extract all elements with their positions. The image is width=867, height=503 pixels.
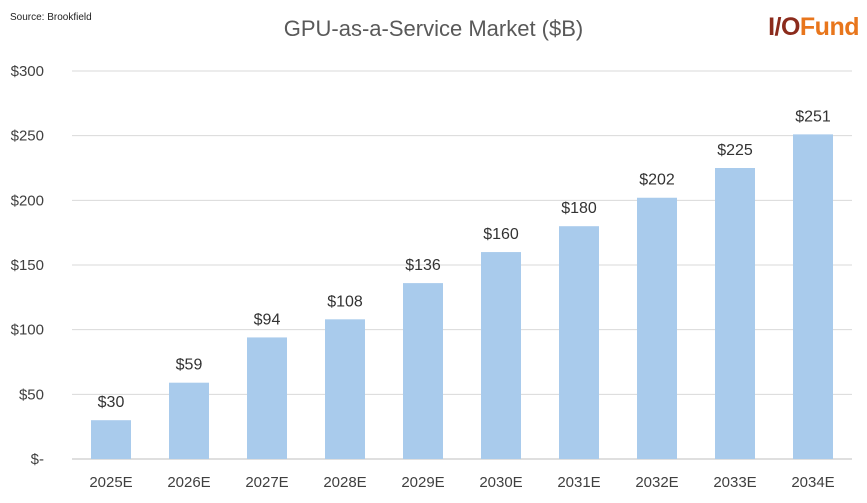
y-tick-label: $50 — [19, 386, 44, 403]
data-label: $160 — [483, 226, 519, 243]
bar — [91, 420, 131, 459]
bar — [793, 134, 833, 459]
x-tick-label: 2034E — [791, 474, 834, 491]
data-label: $202 — [639, 172, 675, 189]
data-label: $94 — [254, 311, 281, 328]
x-tick-label: 2030E — [479, 474, 522, 491]
logo-part-io: I/O — [768, 13, 800, 41]
x-tick-label: 2026E — [167, 474, 210, 491]
bar — [559, 226, 599, 459]
chart-title: GPU-as-a-Service Market ($B) — [283, 16, 584, 41]
bar — [325, 319, 365, 459]
y-tick-label: $- — [31, 451, 44, 468]
logo-part-fund: Fund — [799, 13, 860, 41]
data-label: $180 — [561, 200, 597, 217]
y-tick-label: $150 — [11, 257, 44, 274]
y-tick-label: $100 — [11, 322, 44, 339]
data-label: $59 — [176, 357, 203, 374]
x-tick-label: 2029E — [401, 474, 444, 491]
bar — [247, 337, 287, 459]
y-tick-label: $200 — [11, 192, 44, 209]
y-tick-label: $250 — [11, 128, 44, 145]
x-tick-label: 2032E — [635, 474, 678, 491]
y-tick-label: $300 — [11, 63, 44, 80]
data-label: $108 — [327, 293, 363, 310]
bar — [715, 168, 755, 459]
io-fund-logo: I/OFund — [768, 13, 859, 42]
data-label: $251 — [795, 108, 831, 125]
x-tick-label: 2028E — [323, 474, 366, 491]
bar — [169, 382, 209, 459]
x-tick-label: 2033E — [713, 474, 756, 491]
x-tick-label: 2027E — [245, 474, 288, 491]
data-label: $30 — [98, 394, 125, 411]
x-tick-label: 2025E — [89, 474, 132, 491]
x-tick-label: 2031E — [557, 474, 600, 491]
source-note: Source: Brookfield — [10, 12, 92, 23]
bar — [481, 252, 521, 459]
data-label: $225 — [717, 142, 753, 159]
bar — [637, 197, 677, 459]
bar — [403, 283, 443, 459]
data-label: $136 — [405, 257, 441, 274]
